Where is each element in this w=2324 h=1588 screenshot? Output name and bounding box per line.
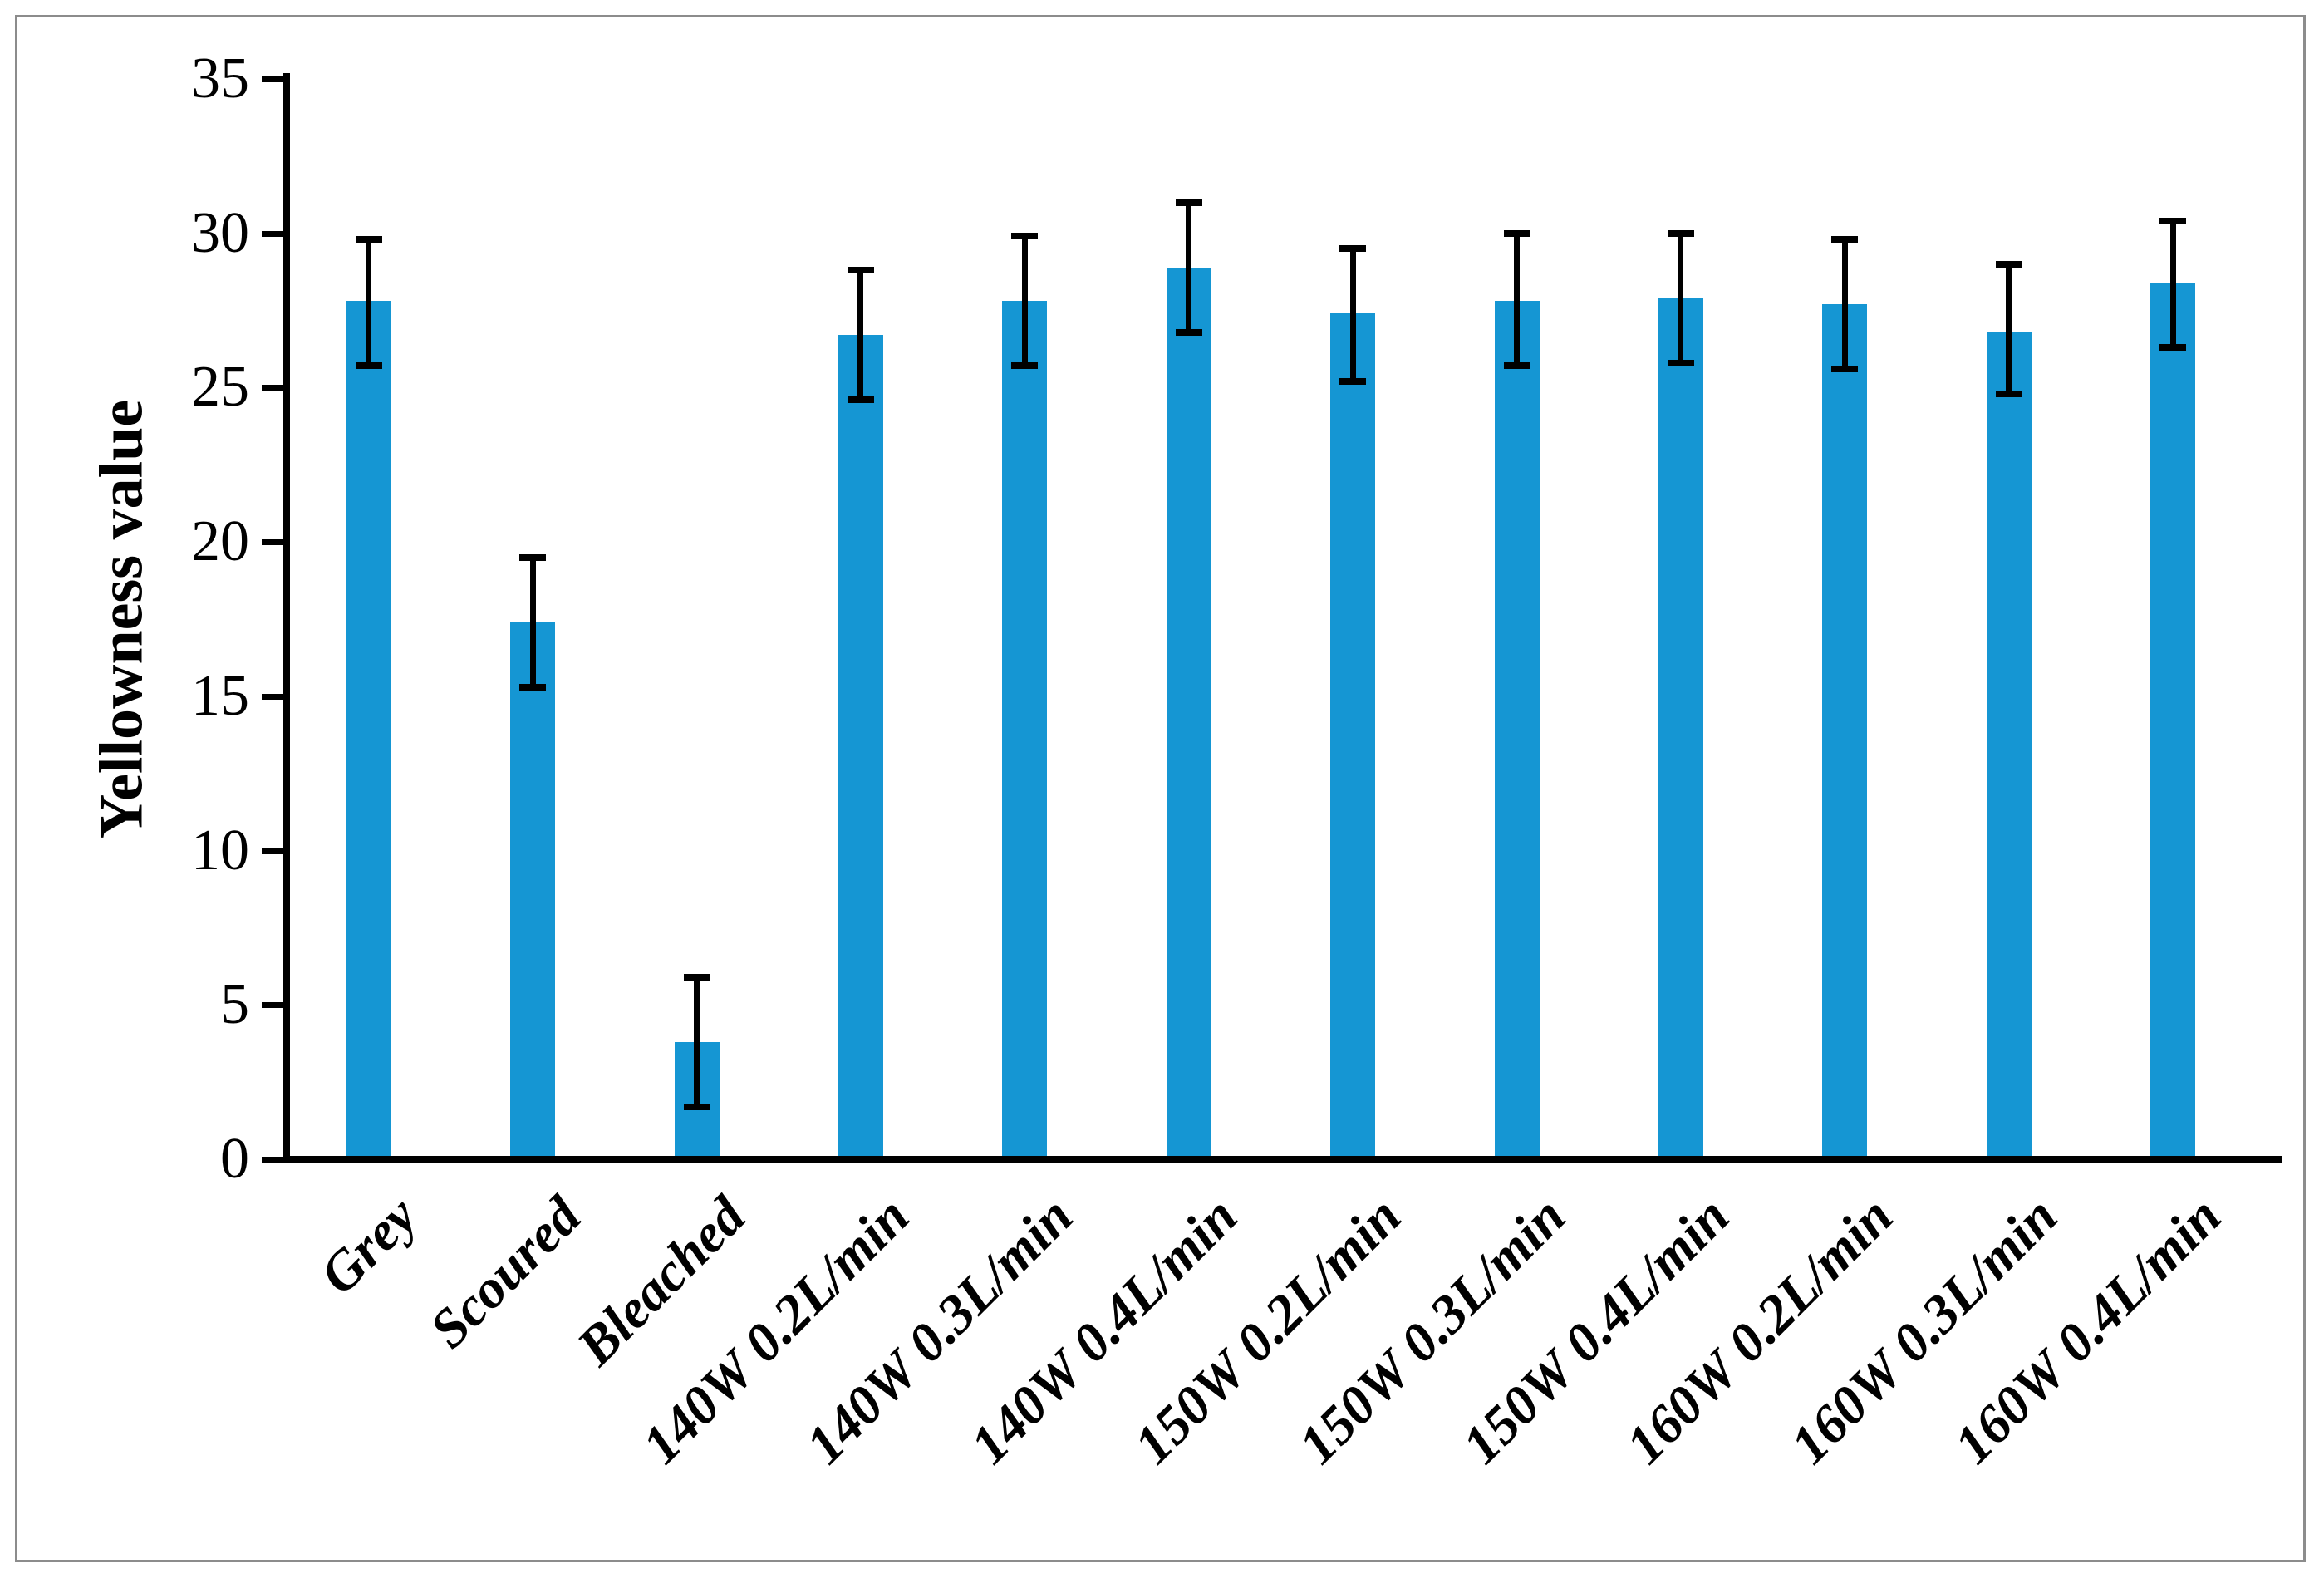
error-bar-line <box>529 557 536 687</box>
error-bar-line <box>2006 263 2012 394</box>
y-tick <box>262 230 283 237</box>
y-tick <box>262 385 283 391</box>
error-bar-cap-bottom <box>1339 378 1367 385</box>
error-bar-cap-top <box>1995 260 2022 268</box>
error-bar-cap-top <box>519 553 547 561</box>
y-tick <box>262 1157 283 1163</box>
error-bar-cap-bottom <box>1503 362 1530 370</box>
y-tick-label: 20 <box>191 509 249 574</box>
y-tick-label: 25 <box>191 355 249 420</box>
y-tick-label: 15 <box>191 663 249 728</box>
error-bar-cap-top <box>1339 245 1367 253</box>
error-bar-cap-top <box>1831 236 1859 243</box>
y-tick-label: 0 <box>220 1127 249 1191</box>
error-bar-line <box>1021 236 1028 366</box>
error-bar-cap-top <box>355 236 382 243</box>
error-bar-line <box>694 976 700 1107</box>
bar <box>1658 297 1703 1159</box>
error-bar-cap-bottom <box>519 683 547 691</box>
y-tick-label: 10 <box>191 818 249 882</box>
bar <box>1494 301 1540 1159</box>
y-tick <box>262 848 283 854</box>
y-tick <box>262 1002 283 1009</box>
error-bar-cap-bottom <box>355 362 382 370</box>
figure-border <box>15 15 2306 1562</box>
error-bar-cap-top <box>1011 233 1039 240</box>
bar <box>1166 267 1211 1159</box>
y-tick <box>262 76 283 82</box>
bar <box>2150 283 2196 1159</box>
error-bar-cap-top <box>1667 229 1694 237</box>
error-bar-cap-top <box>1503 229 1530 237</box>
error-bar-line <box>1349 248 1356 381</box>
bar <box>1986 332 2032 1159</box>
x-axis-line <box>283 1156 2282 1163</box>
error-bar-cap-bottom <box>1831 366 1859 373</box>
y-tick <box>262 693 283 700</box>
error-bar-cap-bottom <box>1667 359 1694 366</box>
error-bar-cap-top <box>683 973 710 981</box>
error-bar-line <box>1841 239 1848 370</box>
error-bar-line <box>1186 202 1192 332</box>
error-bar-cap-top <box>1175 199 1202 206</box>
error-bar-cap-bottom <box>847 396 874 404</box>
y-axis-title: Yellowness value <box>87 399 156 839</box>
error-bar-cap-bottom <box>683 1103 710 1110</box>
bar <box>510 622 556 1159</box>
error-bar-line <box>1678 233 1684 363</box>
error-bar-cap-top <box>847 267 874 274</box>
y-tick-label: 30 <box>191 200 249 265</box>
bar <box>346 301 391 1159</box>
error-bar-cap-bottom <box>2159 344 2187 352</box>
bar <box>1822 304 1868 1159</box>
y-tick-label: 35 <box>191 47 249 111</box>
error-bar-line <box>857 270 864 401</box>
y-tick <box>262 539 283 546</box>
error-bar-line <box>1514 233 1520 366</box>
error-bar-cap-bottom <box>1011 362 1039 370</box>
error-bar-cap-top <box>2159 217 2187 224</box>
y-tick-label: 5 <box>220 972 249 1037</box>
y-axis-line <box>283 73 290 1163</box>
error-bar-line <box>2169 220 2176 348</box>
error-bar-cap-bottom <box>1175 328 1202 336</box>
bar <box>1002 301 1048 1159</box>
error-bar-cap-bottom <box>1995 390 2022 397</box>
bar <box>1330 313 1376 1159</box>
bar <box>838 335 883 1159</box>
error-bar-line <box>366 239 372 366</box>
